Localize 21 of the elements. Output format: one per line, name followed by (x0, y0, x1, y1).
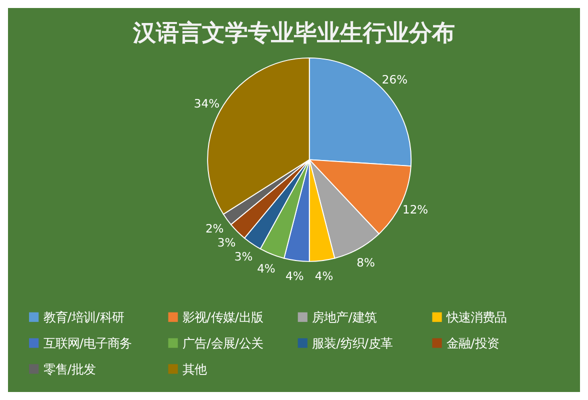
legend-label: 广告/会展/公关 (182, 336, 264, 351)
data-label: 2% (205, 222, 224, 236)
data-label: 4% (286, 268, 304, 283)
legend-label: 零售/批发 (43, 361, 96, 376)
data-label: 4% (257, 262, 276, 276)
data-label: 8% (356, 255, 375, 270)
legend-label: 快速消费品 (446, 310, 507, 325)
data-label: 3% (234, 250, 253, 264)
legend-label: 教育/培训/科研 (43, 310, 124, 325)
legend-label: 影视/传媒/出版 (182, 310, 264, 325)
legend-label: 互联网/电子商务 (43, 336, 132, 351)
data-label: 3% (217, 235, 236, 250)
legend-label: 服装/纺织/皮革 (312, 336, 393, 351)
legend-label: 其他 (182, 361, 207, 376)
data-label: 26% (382, 72, 408, 87)
legend-label: 金融/投资 (446, 336, 499, 351)
data-label: 34% (194, 96, 220, 110)
legend-label: 房地产/建筑 (312, 310, 376, 325)
chart-title: 汉语言文学专业毕业生行业分布 (132, 20, 455, 47)
data-label: 12% (402, 202, 428, 217)
data-label: 4% (314, 268, 334, 283)
